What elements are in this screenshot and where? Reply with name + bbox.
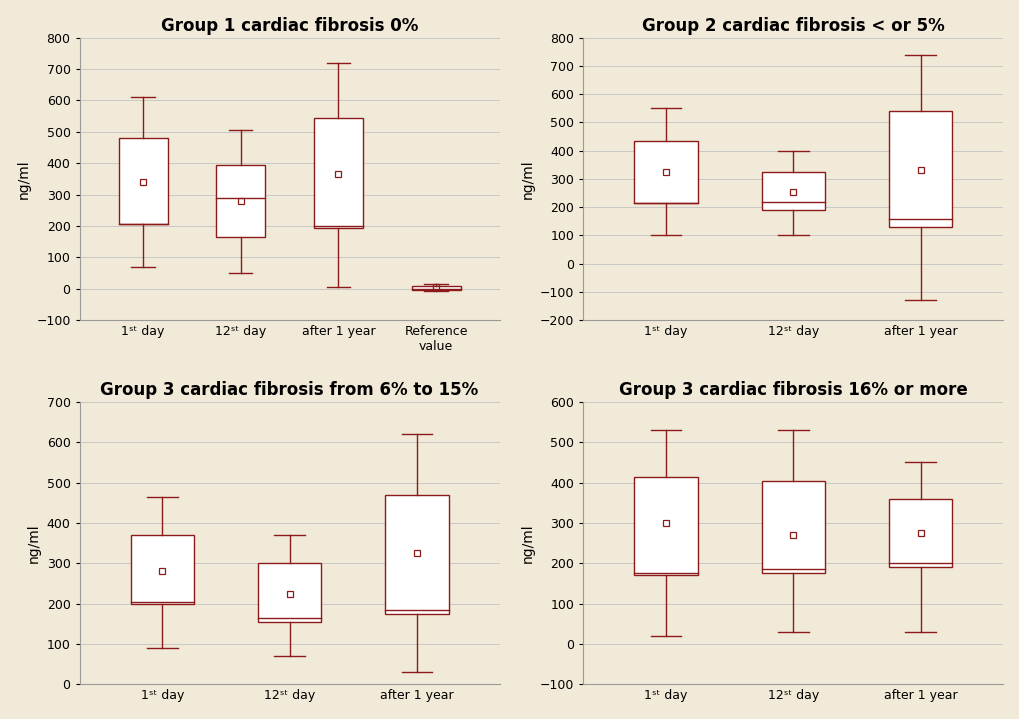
Title: Group 1 cardiac fibrosis 0%: Group 1 cardiac fibrosis 0% xyxy=(161,17,418,35)
Bar xyxy=(130,535,194,604)
Bar xyxy=(412,285,460,290)
Bar xyxy=(118,138,167,224)
Bar xyxy=(384,495,448,614)
Bar xyxy=(888,499,952,567)
Title: Group 3 cardiac fibrosis 16% or more: Group 3 cardiac fibrosis 16% or more xyxy=(619,381,967,399)
Y-axis label: ng/ml: ng/ml xyxy=(28,523,41,563)
Bar xyxy=(634,477,697,575)
Bar xyxy=(314,118,363,228)
Bar xyxy=(761,172,824,210)
Title: Group 3 cardiac fibrosis from 6% to 15%: Group 3 cardiac fibrosis from 6% to 15% xyxy=(101,381,478,399)
Bar xyxy=(888,111,952,227)
Bar xyxy=(634,141,697,203)
Y-axis label: ng/ml: ng/ml xyxy=(520,159,534,198)
Title: Group 2 cardiac fibrosis < or 5%: Group 2 cardiac fibrosis < or 5% xyxy=(641,17,944,35)
Y-axis label: ng/ml: ng/ml xyxy=(520,523,534,563)
Y-axis label: ng/ml: ng/ml xyxy=(16,159,31,198)
Bar xyxy=(258,564,321,622)
Bar xyxy=(761,480,824,574)
Bar xyxy=(216,165,265,237)
